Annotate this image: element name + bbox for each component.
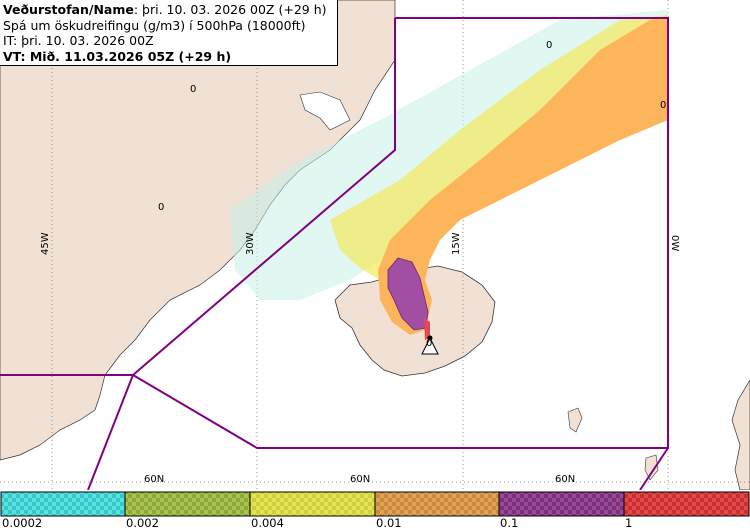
initial-time: IT: þri. 10. 03. 2026 00Z [3,33,154,49]
legend-swatch-2 [249,491,376,517]
legend-label-4: 0.1 [500,516,519,530]
legend-label-1: 0.002 [126,516,159,530]
zero-marker: 0 [660,100,666,111]
forecast-info-box: Veðurstofan/Name: þri. 10. 03. 2026 00Z … [0,0,338,66]
legend-label-0: 0.0002 [2,516,43,530]
legend-label-3: 0.01 [376,516,402,530]
parallel-label-60n: 60N [555,474,575,485]
norway-coast [731,379,750,490]
issuer-line: Veðurstofan/Name: þri. 10. 03. 2026 00Z … [3,2,337,18]
legend-swatch-1 [124,491,251,517]
forecast-description: Spá um öskudreifingu (g/m3) í 500hPa (18… [3,17,306,33]
faroe-islands [567,407,583,433]
legend-label-5: 1 [625,516,633,530]
legend-swatch-3 [374,491,500,517]
zero-marker: 0 [190,84,196,95]
ash-plume [230,10,668,340]
meridian-label-15w: 15W [451,232,462,255]
valid-time: VT: Mið. 11.03.2026 05Z (+29 h) [3,48,232,64]
parallel-label-60n: 60N [144,474,164,485]
meridian-label-0w: 0W [669,235,680,251]
meridian-label-30w: 30W [245,232,256,255]
volcano-marker-icon [421,335,439,355]
ash-dispersion-map: 0 0 0 0 0 45W 30W 15W 0W 60N 60N 60N [0,0,750,490]
issuer-name: Veðurstofan/Name [3,2,134,17]
legend-swatch-0 [0,491,126,517]
concentration-legend [0,491,750,517]
zero-marker: 0 [426,338,432,349]
legend-label-2: 0.004 [251,516,284,530]
fir-boundary [0,17,669,490]
greenland-land [0,0,396,461]
meridian-label-45w: 45W [40,232,51,255]
shetland-islands [644,454,659,481]
parallel-label-60n: 60N [350,474,370,485]
zero-markers: 0 0 0 0 0 [158,40,666,349]
issuer-time: : þri. 10. 03. 2026 00Z (+29 h) [133,2,327,17]
legend-swatch-4 [498,491,625,517]
zero-marker: 0 [546,40,552,51]
legend-swatch-5 [623,491,750,517]
greenland-fjord [299,91,351,131]
zero-marker: 0 [158,202,164,213]
